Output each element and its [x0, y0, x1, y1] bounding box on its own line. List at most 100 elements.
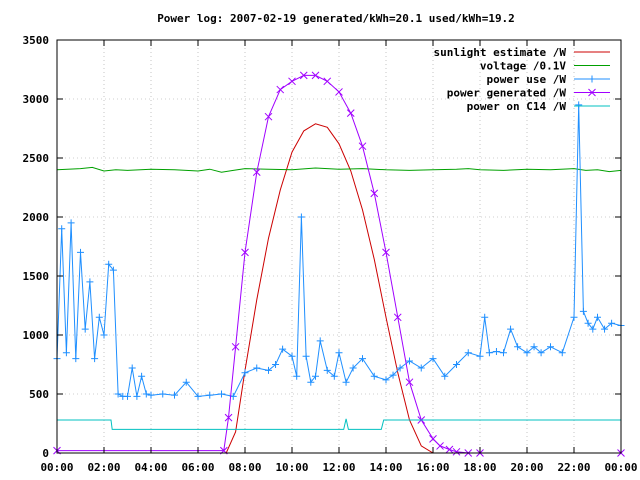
data-point: [142, 390, 150, 398]
x-tick-label: 00:00: [40, 461, 73, 474]
data-point: [272, 361, 280, 368]
y-tick-label: 0: [42, 447, 49, 460]
legend-label: power use /W: [487, 73, 567, 86]
y-tick-label: 1500: [23, 270, 50, 283]
data-point: [349, 364, 357, 372]
legend-marker: [588, 88, 596, 97]
data-point: [358, 142, 367, 151]
data-point: [316, 337, 324, 345]
data-point: [58, 225, 66, 233]
data-point: [81, 325, 89, 333]
data-point: [299, 71, 308, 80]
y-tick-label: 3000: [23, 93, 50, 106]
data-point: [312, 372, 319, 380]
data-point: [218, 390, 225, 398]
data-point: [335, 88, 343, 96]
series-power-use-w: [53, 101, 625, 400]
data-point: [297, 213, 305, 221]
data-point: [231, 342, 240, 351]
data-point: [453, 361, 460, 368]
data-point: [507, 325, 515, 333]
series-power-on-c14-w: [57, 418, 621, 430]
data-point: [429, 355, 437, 363]
data-point: [608, 319, 616, 327]
data-point: [241, 369, 249, 377]
data-point: [100, 331, 108, 339]
data-point: [346, 109, 355, 118]
series-line-voltage-0-1v: [56, 166, 622, 173]
data-point: [575, 101, 583, 109]
data-point: [206, 391, 214, 399]
legend-marker: [588, 75, 596, 83]
series-voltage-0-1v: [56, 166, 622, 173]
data-point: [584, 319, 592, 327]
data-point: [405, 378, 414, 387]
data-point: [523, 349, 531, 357]
data-point: [86, 278, 94, 286]
x-tick-label: 16:00: [416, 461, 449, 474]
legend-label: voltage /0.1V: [480, 60, 566, 73]
y-tick-label: 1000: [23, 329, 50, 342]
data-point: [389, 371, 397, 379]
data-point: [335, 349, 343, 357]
data-point: [252, 168, 261, 177]
data-point: [276, 85, 285, 94]
x-tick-label: 22:00: [557, 461, 590, 474]
data-point: [570, 313, 578, 321]
data-point: [265, 366, 272, 374]
data-point: [307, 378, 315, 386]
data-point: [91, 355, 99, 363]
data-point: [537, 349, 545, 357]
y-tick-label: 3500: [23, 34, 50, 47]
data-point: [396, 364, 404, 372]
data-point: [445, 445, 454, 454]
data-point: [95, 313, 103, 321]
data-point: [547, 343, 554, 351]
data-point: [359, 355, 366, 363]
data-point: [293, 372, 301, 380]
data-point: [124, 392, 131, 400]
x-tick-label: 18:00: [463, 461, 496, 474]
data-point: [382, 248, 390, 257]
data-point: [417, 364, 425, 372]
data-point: [67, 219, 75, 227]
data-point: [452, 447, 461, 456]
data-point: [311, 71, 320, 80]
plot-series: [53, 71, 625, 457]
data-point: [370, 372, 378, 380]
data-point: [114, 390, 122, 398]
series-line-sunlight-estimate-w: [57, 123, 621, 454]
data-point: [323, 77, 332, 86]
data-point: [72, 355, 80, 363]
data-point: [147, 391, 155, 399]
axis-ticks: 00:00 02:00 04:00 06:00 08:00 10:00 12:00 14:00…: [23, 34, 638, 474]
data-point: [429, 434, 437, 443]
data-point: [62, 349, 70, 357]
data-point: [330, 372, 338, 380]
x-tick-label: 10:00: [275, 461, 308, 474]
data-point: [406, 357, 413, 365]
data-point: [279, 345, 287, 353]
data-point: [253, 364, 261, 372]
data-point: [464, 349, 472, 357]
data-point: [370, 189, 379, 198]
data-point: [105, 260, 113, 268]
chart-title: Power log: 2007-02-19 generated/kWh=20.1…: [157, 12, 515, 25]
legend-label: sunlight estimate /W: [434, 46, 567, 59]
data-point: [133, 392, 141, 400]
data-point: [171, 391, 178, 399]
data-point: [109, 266, 117, 274]
data-point: [302, 352, 310, 360]
data-point: [224, 413, 233, 422]
grid: [57, 40, 621, 453]
data-point: [241, 248, 249, 257]
x-tick-label: 08:00: [228, 461, 261, 474]
data-point: [182, 378, 190, 386]
data-point: [476, 352, 484, 360]
data-point: [492, 348, 500, 356]
data-point: [128, 364, 136, 372]
data-point: [382, 376, 390, 384]
data-point: [436, 442, 444, 450]
